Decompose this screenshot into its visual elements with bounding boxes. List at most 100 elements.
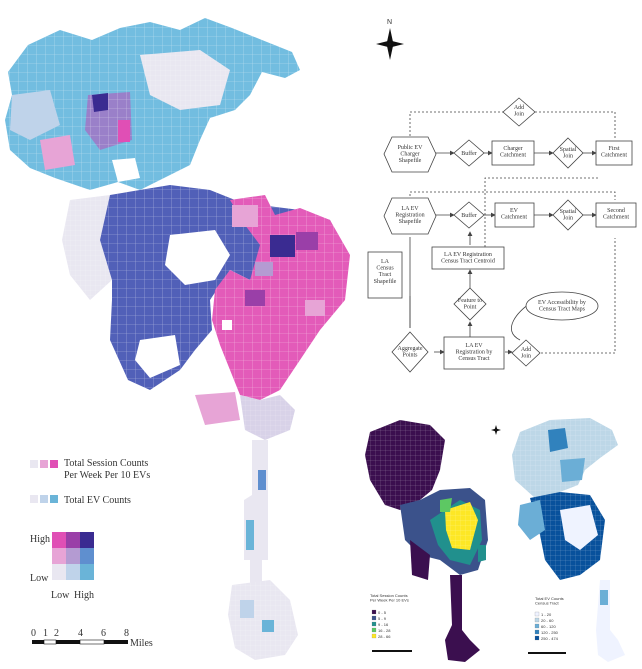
scale-tick-2: 2 [54,628,59,639]
buffer2-label: Buffer [461,212,477,219]
scale-tick-4: 4 [78,628,83,639]
legend-class-label: 9 - 16 [378,622,389,627]
second-catchment-label: Second Catchment [603,208,629,221]
harbor-blue-tract [246,520,254,550]
session-swatch-2 [40,460,48,468]
legend-high-y: High [30,534,50,545]
legend-swatch [371,609,377,615]
charger-catchment-node [491,140,535,166]
legend-swatch [371,621,377,627]
legend-high-x: High [74,590,94,601]
first-catchment-node [595,140,633,166]
north-label: N [387,19,392,26]
add-join-bottom-node [511,339,541,367]
spatial-join2-label: Spatial Join [560,209,577,222]
public-ev-node [383,136,437,173]
la-census-node [367,251,403,299]
valley-light-patch-2 [10,90,60,140]
legend-class-label: 60 - 120 [541,624,556,629]
legend-swatch [371,627,377,633]
san-pedro-blue-tract [240,600,254,618]
buffer1-node [453,139,485,167]
charger-catchment-label: Charger Catchment [500,146,526,159]
legend-class-label: 5 - 9 [378,616,387,621]
spatial-join2-node [552,199,584,231]
legend-swatch [534,629,540,635]
ev-accessibility-label: EV Accessibility by Census Tract Maps [538,300,586,313]
session-swatch-1 [30,460,38,468]
ev-legend-label: Total EV Counts [64,495,131,506]
buffer1-label: Buffer [461,150,477,157]
scale-tick-6: 6 [101,628,106,639]
legend-swatch [371,633,377,639]
valley-pink-tract [118,120,130,142]
inset-right-scale [528,652,566,654]
bivariate-cell [52,548,66,564]
bivariate-cell [52,564,66,580]
feature-to-point-node [453,287,487,321]
feature-to-point-label: Feature to Point [458,298,482,311]
lightpink-tract [232,205,258,227]
spatial-join1-label: Spatial Join [560,147,577,160]
legend-class-label: 120 - 250 [541,630,559,635]
aggregate-label: Aggregate Points [398,346,423,359]
add-join-top-label: Add Join [514,105,524,118]
inset-session-map: Total Session Counts Per Week Per 10 EVs … [365,420,501,662]
la-census-label: LA Census Tract Shapefile [374,259,397,285]
centroid-label: LA EV Registration Census Tract Centroid [441,252,495,265]
north-arrow-icon: N [376,19,404,60]
ev-swatch-3 [50,495,58,503]
public-ev-label: Public EV Charger Shapefile [398,145,423,164]
scale-tick-8: 8 [124,628,129,639]
legend-swatch [534,635,540,641]
ev-catchment-node [494,202,535,228]
add-join-top-node [502,97,536,127]
lavender-tract [255,262,273,276]
valley-dark-patch [92,93,108,112]
la-ev-reg-label: LA EV Registration Shapefile [395,206,424,225]
spatial-join1-node [552,137,584,169]
inset-left-legend-title: Total Session Counts Per Week Per 10 EVs [370,593,409,602]
white-tract [222,320,232,330]
lightpink-tract-2 [305,300,325,316]
legend-swatch [534,611,540,617]
ev-catchment-label: EV Catchment [501,208,527,221]
bivariate-cell [66,564,80,580]
add-join-bottom-label: Add Join [521,347,531,360]
legend-class-label: 20 - 60 [541,618,554,623]
legend-class-label: 0 - 5 [378,610,387,615]
purple-tract [296,232,318,250]
bivariate-cell [66,532,80,548]
la-ev-reg-node [383,197,437,235]
session-swatch-3 [50,460,58,468]
hills-white-hole [165,230,230,285]
bivariate-cell [52,532,66,548]
bivariate-legend-grid [52,532,94,580]
legend-swatch [534,617,540,623]
ev-accessibility-node [525,291,599,321]
dark-purple-tract [270,235,295,257]
scale-tick-1: 1 [43,628,48,639]
san-pedro-blue-tract-2 [262,620,274,632]
scale-unit: Miles [130,638,153,649]
legend-class-label: 28 - 66 [378,634,391,639]
buffer2-node [453,201,485,229]
inset-left-scale [372,650,412,652]
bivariate-cell [80,548,94,564]
flowchart-nodes: Add Join Public EV Charger Shapefile Buffer… [367,97,637,373]
southwest-pink-patch [195,392,240,425]
legend-swatch [534,623,540,629]
bivariate-cell [80,564,94,580]
purple-tract-2 [245,290,265,306]
south-white-hole [135,335,180,378]
second-catchment-node [595,202,637,228]
legend-swatch [371,615,377,621]
inset-right-legend-title: Total EV Counts Census Tract [535,596,564,605]
first-catchment-label: First Catchment [601,146,627,159]
reg-by-tract-node [443,336,505,370]
legend-class-label: 250 - 474 [541,636,559,641]
main-bivariate-map [5,18,350,660]
